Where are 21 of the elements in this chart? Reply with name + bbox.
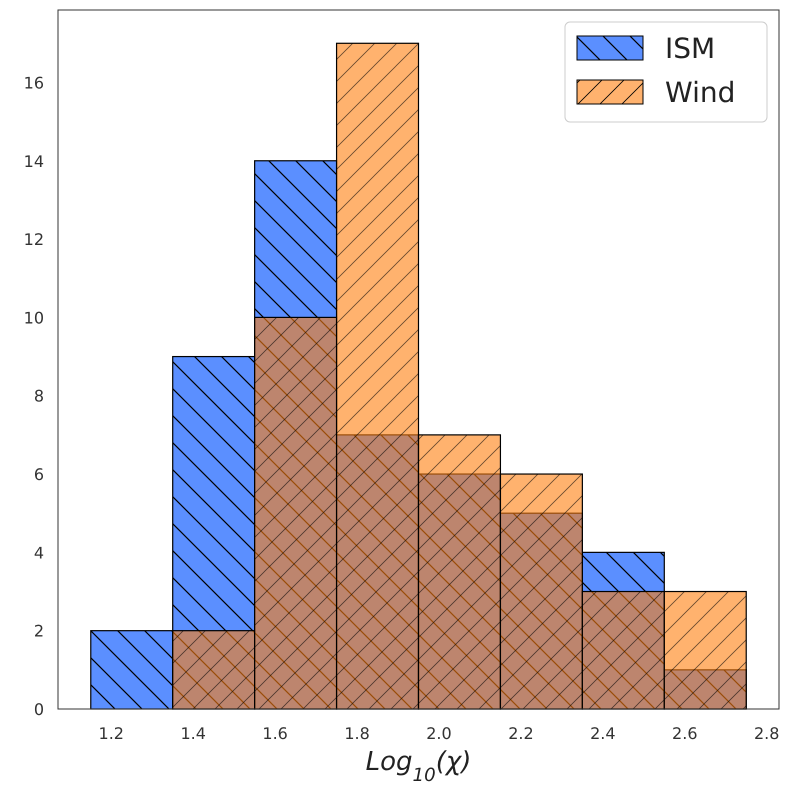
x-tick-label: 1.8 <box>344 724 370 743</box>
x-tick-label: 1.2 <box>98 724 124 743</box>
x-tick-label: 2.8 <box>754 724 780 743</box>
y-tick-label: 0 <box>34 700 44 719</box>
y-tick-label: 8 <box>34 386 44 406</box>
y-tick-label: 14 <box>24 152 44 171</box>
x-tick-label: 2.0 <box>426 724 452 743</box>
legend-label: Wind <box>665 76 736 109</box>
legend-label: ISM <box>665 32 716 65</box>
y-tick-label: 6 <box>34 465 44 484</box>
x-axis-title: Log$_{10}$(χ) <box>366 747 472 786</box>
y-tick-label: 2 <box>34 622 44 641</box>
x-tick-label: 1.4 <box>180 724 206 743</box>
y-tick-label: 12 <box>24 230 44 250</box>
x-tick-label: 2.6 <box>672 724 698 743</box>
y-tick-label: 4 <box>34 543 44 562</box>
y-tick-label: 10 <box>24 308 44 328</box>
x-tick-label: 2.2 <box>508 724 534 743</box>
x-tick-label: 2.4 <box>590 724 616 743</box>
x-tick-label: 1.6 <box>262 724 288 743</box>
y-tick-label: 16 <box>24 73 44 92</box>
